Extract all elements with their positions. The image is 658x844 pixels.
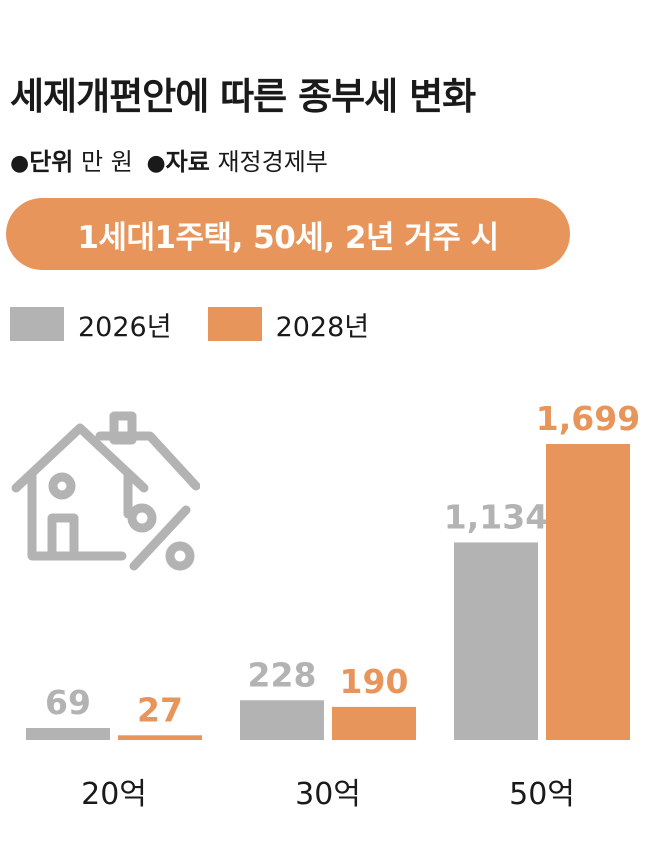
house-percent-icon xyxy=(11,411,200,571)
chart-meta: ●단위 만 원 ●자료 재정경제부 xyxy=(10,142,334,177)
bar-2028-0 xyxy=(118,735,202,740)
legend-item-2026: 2026년 xyxy=(10,305,172,344)
legend-label-2026: 2026년 xyxy=(78,311,172,343)
legend-swatch-2028 xyxy=(207,307,262,341)
unit-value: 만 원 xyxy=(81,148,133,176)
bar-2026-2 xyxy=(454,542,538,740)
bullet-icon: ● xyxy=(10,151,30,176)
data-label-2026-2: 1,134 xyxy=(444,497,548,536)
unit-key: 단위 xyxy=(29,148,74,176)
data-label-2028-1: 190 xyxy=(340,662,409,701)
source-key: 자료 xyxy=(165,148,210,176)
legend: 2026년 2028년 xyxy=(10,304,405,344)
chart-title: 세제개편안에 따른 종부세 변화 xyxy=(10,75,476,118)
data-label-2026-1: 228 xyxy=(248,655,317,694)
bar-2026-1 xyxy=(240,700,324,740)
data-label-2028-2: 1,699 xyxy=(536,399,640,438)
scenario-banner: 1세대1주택, 50세, 2년 거주 시 xyxy=(6,198,570,270)
source-value: 재정경제부 xyxy=(217,148,328,176)
legend-swatch-2026 xyxy=(10,307,64,341)
bar-2028-1 xyxy=(332,706,416,740)
category-label-0: 20억 xyxy=(81,777,147,812)
bullet-icon: ● xyxy=(146,151,166,176)
bar-2028-2 xyxy=(546,444,630,740)
bar-2026-0 xyxy=(26,727,110,740)
legend-item-2028: 2028년 xyxy=(207,305,370,344)
data-label-2028-0: 27 xyxy=(137,690,183,729)
data-label-2026-0: 69 xyxy=(45,683,91,722)
legend-label-2028: 2028년 xyxy=(275,311,370,343)
category-label-2: 50억 xyxy=(509,777,575,812)
category-label-1: 30억 xyxy=(295,777,361,812)
